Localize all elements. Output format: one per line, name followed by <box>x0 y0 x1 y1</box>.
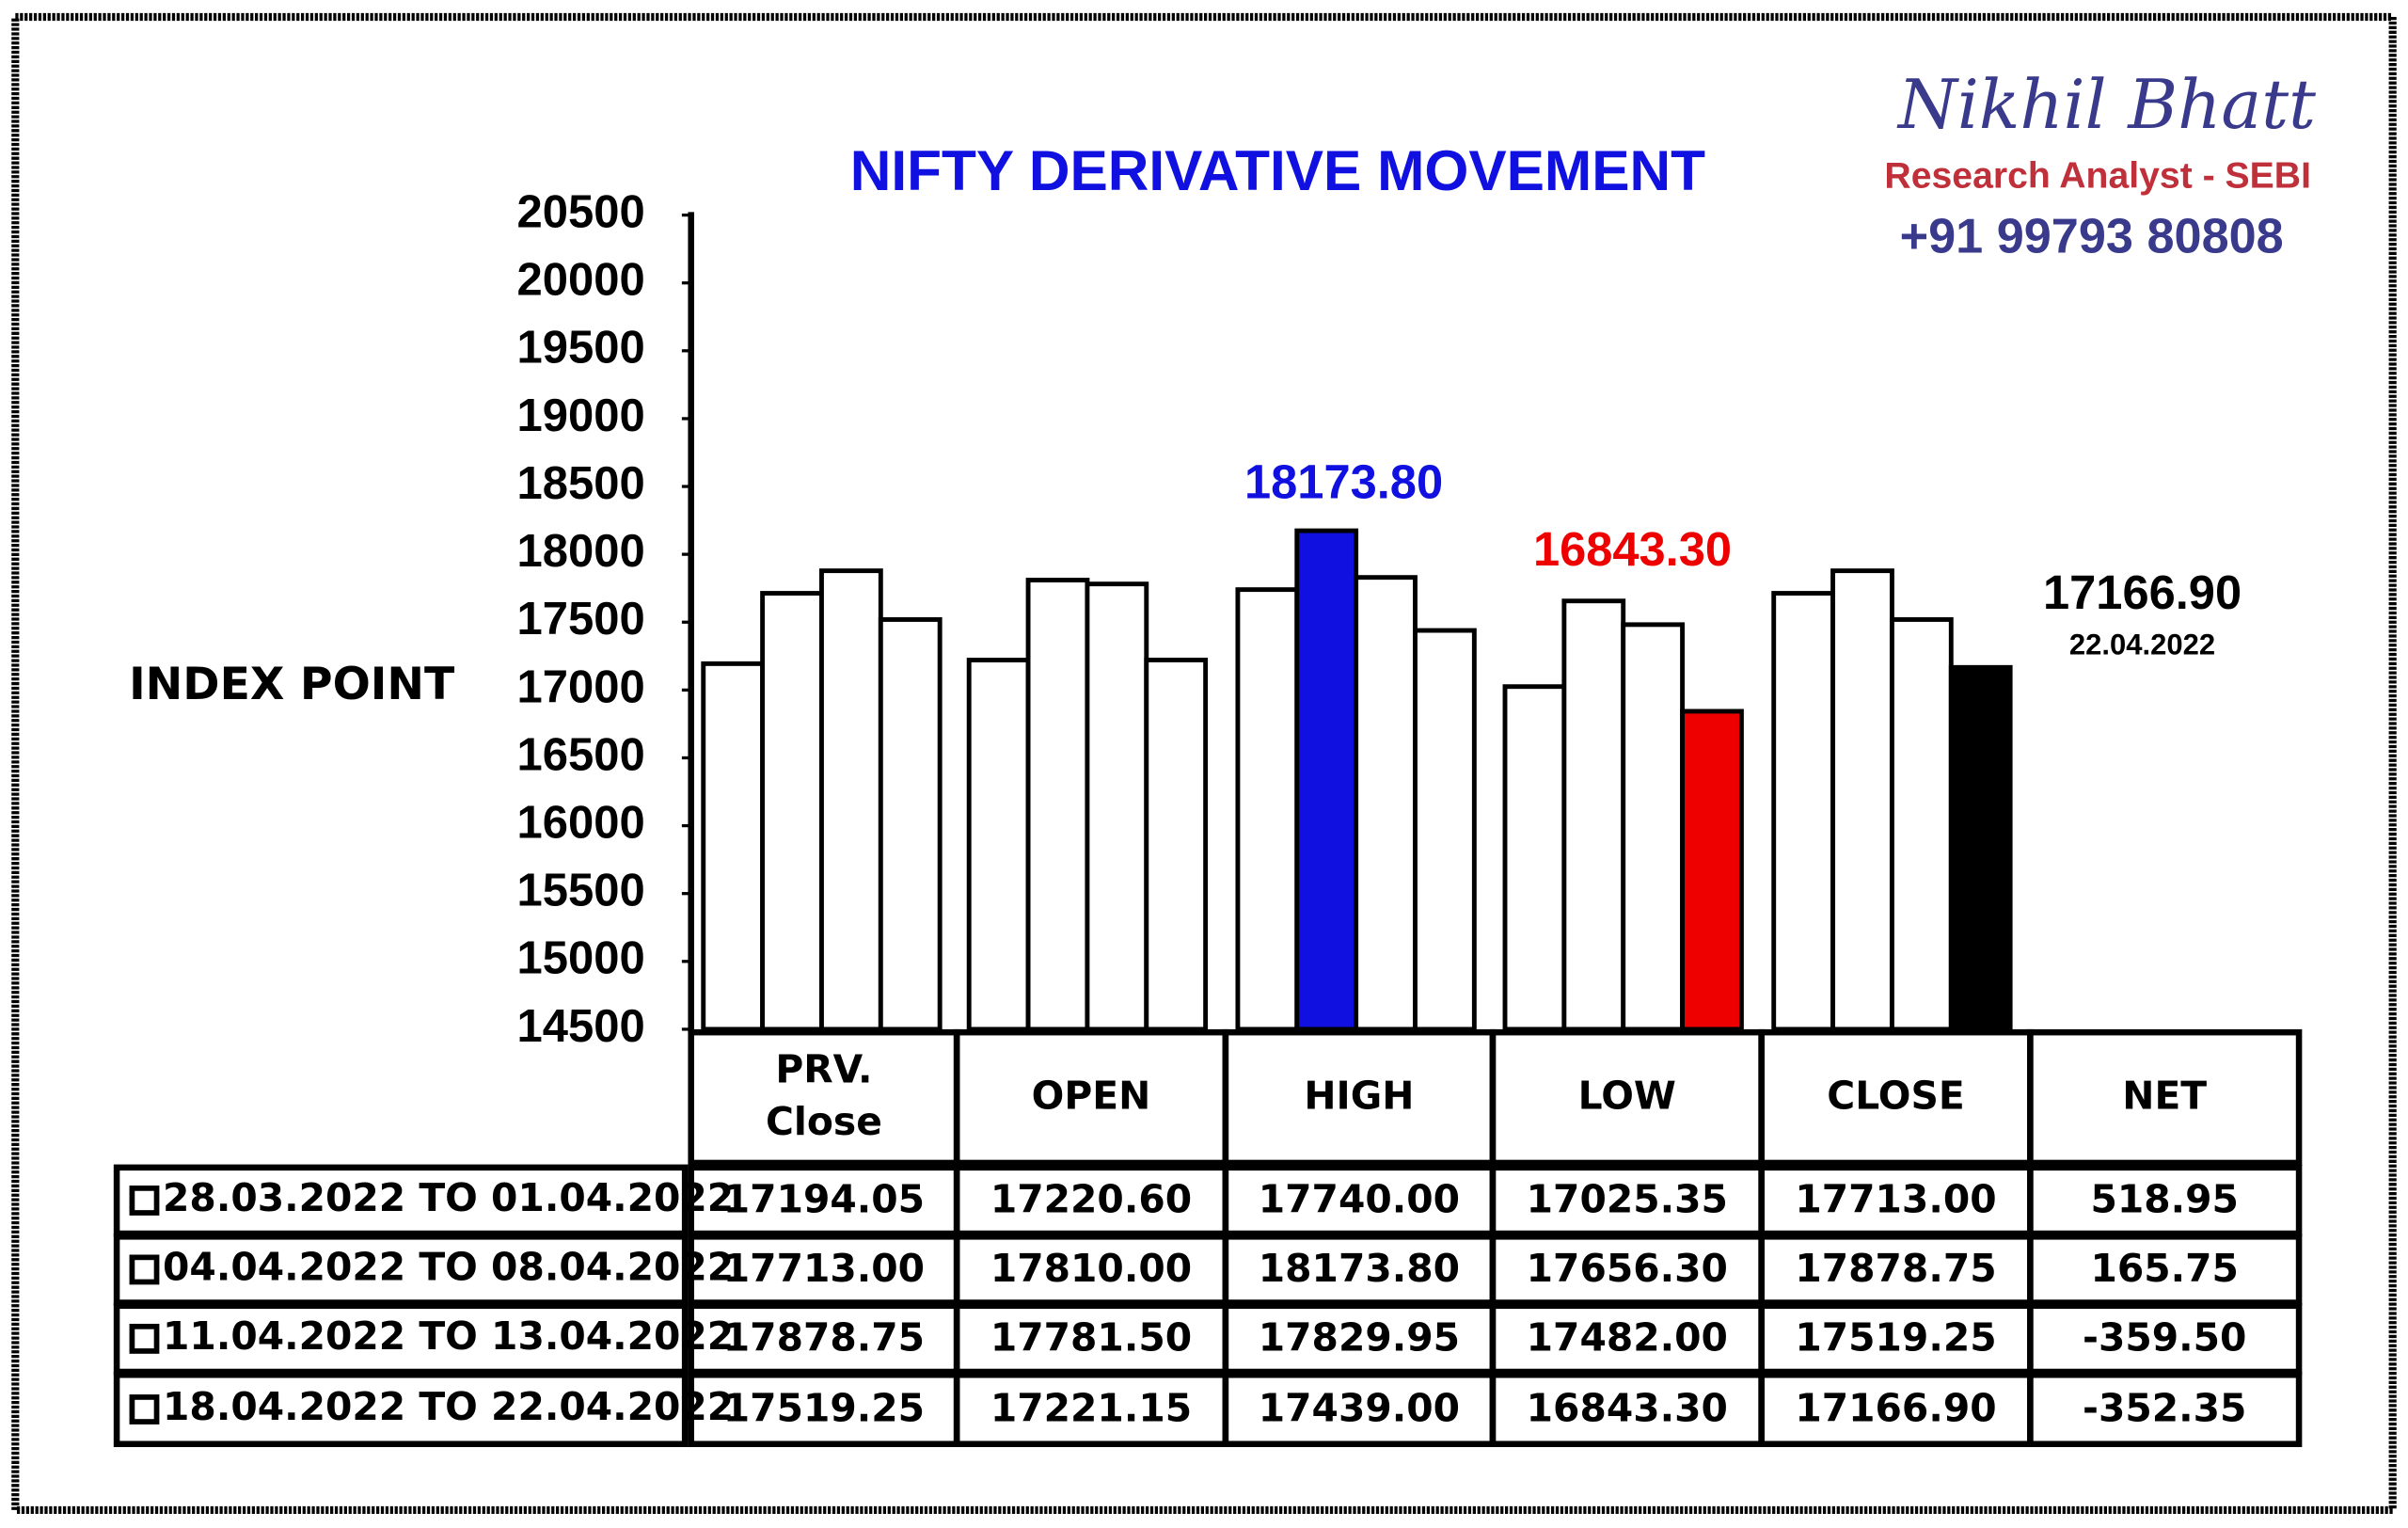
table-value: 17221.15 <box>990 1386 1192 1431</box>
bar <box>1502 684 1567 1032</box>
bar <box>1413 628 1477 1032</box>
bar <box>1144 658 1209 1032</box>
table-value: 17194.05 <box>723 1177 925 1222</box>
bar <box>1889 617 1954 1032</box>
y-tick-label: 15500 <box>517 866 645 916</box>
bar <box>1830 568 1894 1032</box>
row-label: 11.04.2022 TO 13.04.2022 <box>163 1313 734 1359</box>
column-header: CLOSE <box>1827 1073 1964 1118</box>
table-value: 17878.75 <box>1795 1246 1996 1291</box>
row-label: 28.03.2022 TO 01.04.2022 <box>163 1175 734 1220</box>
bar <box>760 591 824 1032</box>
y-tick-label: 14500 <box>517 1001 645 1052</box>
legend-key <box>129 1254 160 1285</box>
annotation: 16843.30 <box>1533 522 1732 576</box>
table-value: 17025.35 <box>1527 1177 1728 1222</box>
table-value: 17878.75 <box>723 1315 925 1361</box>
bar <box>966 658 1031 1032</box>
y-tick-label: 20000 <box>517 255 645 306</box>
y-tick-label: 16500 <box>517 729 645 780</box>
table-cell <box>2027 1371 2303 1447</box>
bar <box>1621 622 1686 1032</box>
brand-phone: +91 99793 80808 <box>1900 210 2284 264</box>
y-tick-label: 16000 <box>517 798 645 849</box>
bar <box>1948 664 2013 1032</box>
bar <box>1235 587 1300 1032</box>
y-tick-label: 20500 <box>517 187 645 238</box>
y-tick-label: 18500 <box>517 458 645 509</box>
table-value: 17166.90 <box>1795 1386 1996 1431</box>
bar <box>1085 581 1149 1032</box>
chart-title: NIFTY DERIVATIVE MOVEMENT <box>850 138 1705 202</box>
brand-role: Research Analyst - SEBI <box>1884 156 2311 197</box>
bar <box>1354 575 1418 1032</box>
column-header: HIGH <box>1304 1073 1414 1118</box>
table-value: 17519.25 <box>723 1386 925 1431</box>
column-header: LOW <box>1578 1073 1676 1118</box>
table-value: 17220.60 <box>990 1177 1192 1222</box>
column-header: OPEN <box>1032 1073 1151 1118</box>
annotation: 18173.80 <box>1244 454 1443 508</box>
table-value: 17519.25 <box>1795 1315 1996 1361</box>
column-header: NET <box>2122 1073 2207 1118</box>
y-tick-label: 17500 <box>517 594 645 645</box>
table-value: 518.95 <box>2091 1177 2239 1222</box>
y-tick-label: 19500 <box>517 323 645 374</box>
row-label: 18.04.2022 TO 22.04.2022 <box>163 1384 734 1429</box>
table-cell <box>2027 1028 2303 1167</box>
y-tick-label: 19000 <box>517 390 645 441</box>
y-tick-label: 17000 <box>517 661 645 712</box>
table-value: 17713.00 <box>723 1246 925 1291</box>
table-value: 17781.50 <box>990 1315 1192 1361</box>
bar <box>1025 578 1090 1032</box>
bar <box>878 617 943 1032</box>
column-header: PRV. Close <box>766 1047 882 1145</box>
table-value: -352.35 <box>2083 1386 2246 1431</box>
bar <box>1294 528 1359 1032</box>
legend-key <box>129 1394 160 1425</box>
legend-key <box>129 1323 160 1354</box>
table-cell <box>113 1371 689 1447</box>
table-value: 165.75 <box>2091 1246 2239 1291</box>
bar <box>701 661 766 1032</box>
table-value: 17656.30 <box>1527 1246 1728 1291</box>
table-value: 17829.95 <box>1259 1315 1460 1361</box>
row-label: 04.04.2022 TO 08.04.2022 <box>163 1244 734 1289</box>
brand-name: Nikhil Bhatt <box>1896 65 2316 144</box>
bar <box>1561 598 1626 1032</box>
table-value: 18173.80 <box>1259 1246 1460 1291</box>
bar <box>819 568 883 1032</box>
y-tick-label: 15000 <box>517 933 645 984</box>
annotation-note: 22.04.2022 <box>2069 629 2215 661</box>
table-value: 16843.30 <box>1527 1386 1728 1431</box>
legend-key <box>129 1186 160 1216</box>
y-axis-label: INDEX POINT <box>129 659 455 710</box>
table-value: 17810.00 <box>990 1246 1192 1291</box>
table-value: 17482.00 <box>1527 1315 1728 1361</box>
bar <box>1680 708 1744 1032</box>
table-value: 17439.00 <box>1259 1386 1460 1431</box>
bar <box>1771 591 1836 1032</box>
annotation: 17166.90 <box>2043 565 2242 619</box>
table-value: -359.50 <box>2083 1315 2246 1361</box>
table-value: 17740.00 <box>1259 1177 1460 1222</box>
y-tick-label: 18000 <box>517 526 645 577</box>
table-value: 17713.00 <box>1795 1177 1996 1222</box>
